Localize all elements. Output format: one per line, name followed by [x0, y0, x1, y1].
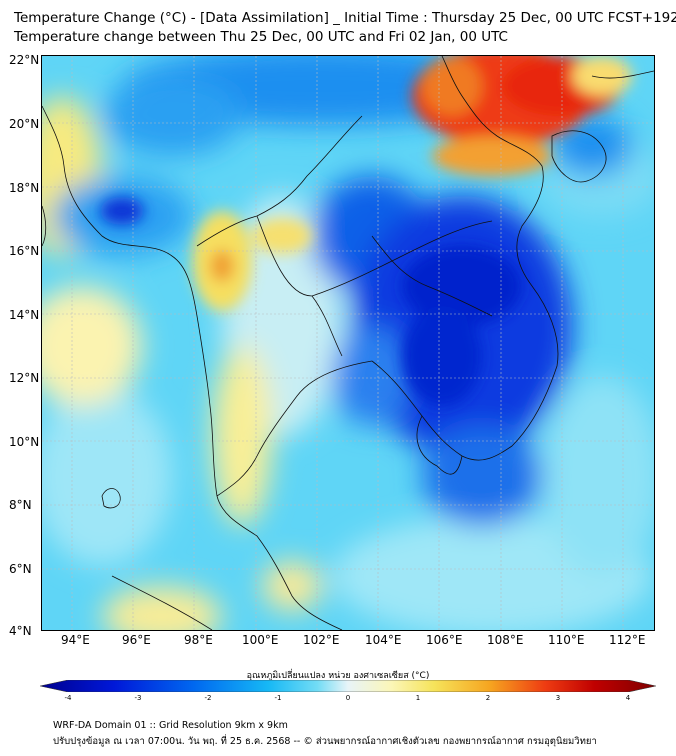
graticule: [42, 56, 654, 630]
lat-label-20: 20°N: [9, 117, 40, 131]
footer-credit: ปรับปรุงข้อมูล ณ เวลา 07:00น. วัน พฤ. ที…: [53, 736, 597, 747]
lon-label-96: 96°E: [122, 633, 151, 647]
lat-label-16: 16°N: [9, 244, 40, 258]
colorbar-tick: -4: [64, 694, 72, 702]
lon-label-108: 108°E: [487, 633, 524, 647]
colorbar: [40, 680, 656, 692]
map-title: Temperature Change (°C) - [Data Assimila…: [14, 10, 676, 26]
colorbar-tick: -2: [204, 694, 212, 702]
colorbar-tick: -3: [134, 694, 142, 702]
map-subtitle: Temperature change between Thu 25 Dec, 0…: [14, 29, 508, 45]
footer-model-info: WRF-DA Domain 01 :: Grid Resolution 9km …: [53, 720, 288, 731]
lat-label-8: 8°N: [9, 498, 32, 512]
colorbar-tick: 0: [345, 694, 351, 702]
colorbar-tick: 1: [415, 694, 421, 702]
lat-label-12: 12°N: [9, 371, 40, 385]
lat-label-10: 10°N: [9, 435, 40, 449]
lat-label-14: 14°N: [9, 308, 40, 322]
colorbar-label: อุณหภูมิเปลี่ยนแปลง หน่วย องศาเซลเซียส (…: [246, 671, 430, 681]
map-canvas: [42, 56, 654, 630]
colorbar-tick: -1: [274, 694, 282, 702]
colorbar-tick: 3: [555, 694, 561, 702]
lon-label-94: 94°E: [61, 633, 90, 647]
lon-label-104: 104°E: [365, 633, 402, 647]
lat-label-6: 6°N: [9, 562, 32, 576]
lon-label-100: 100°E: [242, 633, 279, 647]
colorbar-tick: 4: [625, 694, 631, 702]
lat-label-22: 22°N: [9, 53, 40, 67]
temperature-change-map: [41, 55, 655, 631]
coastlines: [42, 56, 654, 630]
lon-label-98: 98°E: [184, 633, 213, 647]
lon-label-110: 110°E: [548, 633, 585, 647]
lon-label-106: 106°E: [426, 633, 463, 647]
temperature-field: [42, 56, 654, 630]
lat-label-4: 4°N: [9, 624, 32, 638]
lon-label-102: 102°E: [303, 633, 340, 647]
lat-label-18: 18°N: [9, 181, 40, 195]
colorbar-tick: 2: [485, 694, 491, 702]
lon-label-112: 112°E: [609, 633, 646, 647]
